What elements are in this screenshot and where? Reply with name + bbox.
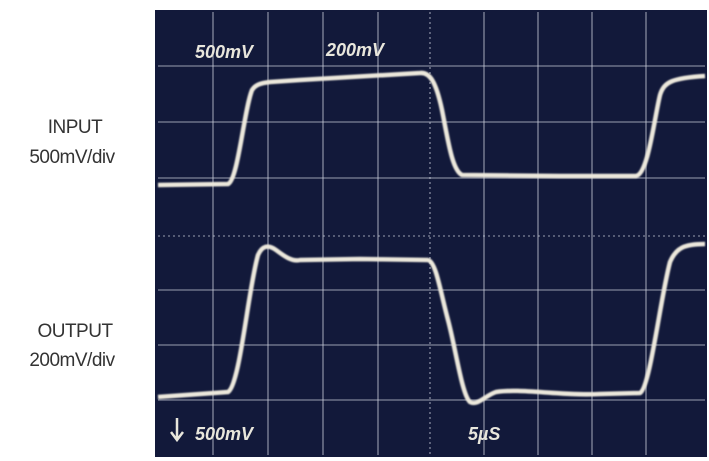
input-scale: 500mV/div xyxy=(29,147,115,168)
input-label: INPUT xyxy=(48,117,103,138)
output-scale: 200mV/div xyxy=(29,350,115,371)
output-label: OUTPUT xyxy=(37,321,113,342)
ch2-scale: 200mV xyxy=(325,40,386,60)
ch1-scale: 500mV xyxy=(195,42,255,62)
ground-scale: 500mV xyxy=(195,424,255,444)
page: INPUT 500mV/div OUTPUT 200mV/div 500mV 2… xyxy=(0,0,709,461)
timebase: 5µS xyxy=(468,424,500,444)
